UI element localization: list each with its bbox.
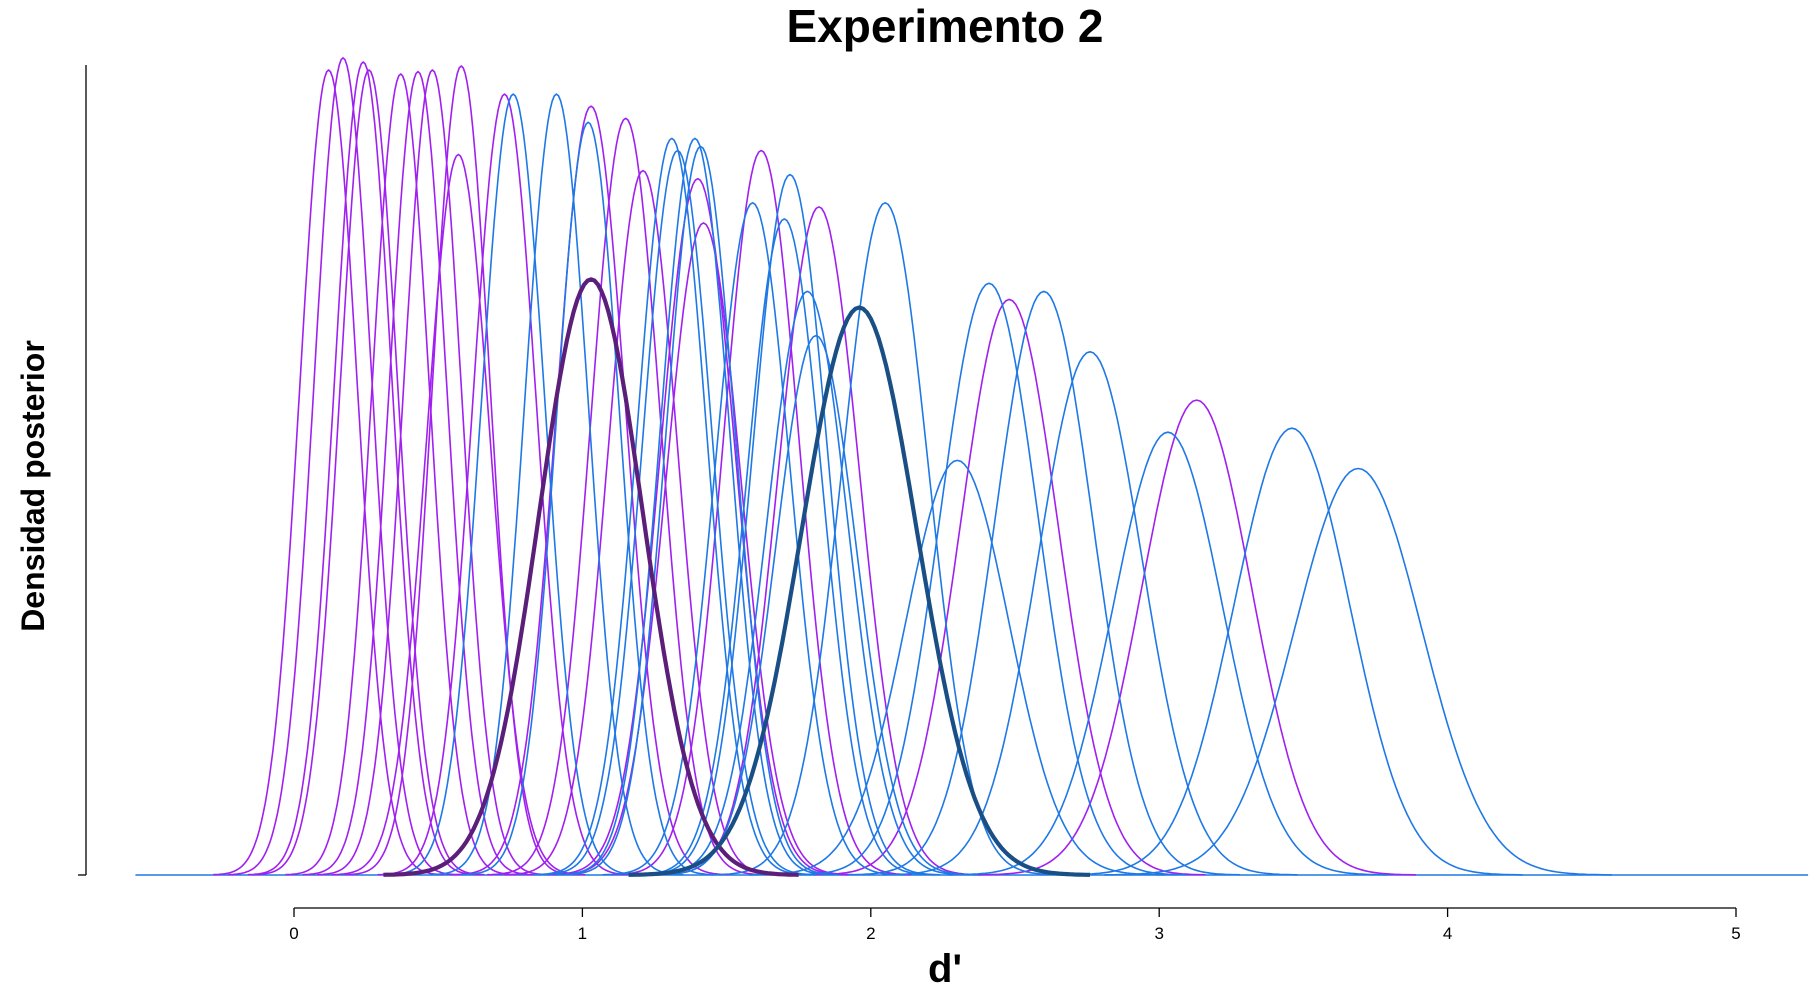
series-line-a-17	[813, 298, 1206, 876]
series-line-a-16	[657, 206, 981, 876]
series-line-b-20	[429, 93, 684, 876]
series-line-b-35	[882, 351, 1298, 876]
series-line-b-27	[640, 173, 941, 876]
series-line-b-23	[539, 149, 817, 876]
x-tick-label: 3	[1154, 924, 1163, 943]
x-tick-label: 5	[1731, 924, 1740, 943]
series-line-b-30	[654, 334, 978, 876]
x-tick-label: 0	[289, 924, 298, 943]
series-line-a-14	[553, 222, 854, 876]
x-tick-label: 2	[866, 924, 875, 943]
series-line-b-36	[948, 431, 1388, 876]
series-line-b-25	[562, 145, 840, 876]
series-line-a-11	[487, 117, 765, 876]
x-axis-label: d'	[928, 947, 962, 983]
series-line-a-13	[547, 177, 848, 876]
series-line-b-38	[1104, 467, 1613, 876]
x-tick-label: 1	[578, 924, 587, 943]
curves-layer	[135, 57, 1809, 877]
series-line-a-10	[452, 105, 730, 876]
series-line-a-8	[331, 153, 586, 876]
series-line-a-3	[253, 69, 485, 876]
series-line-a-18	[977, 399, 1416, 876]
series-line-a-6	[317, 69, 548, 876]
y-axis-label: Densidad posterior	[15, 340, 51, 632]
series-line-b-28	[634, 218, 935, 876]
series-line-b-26	[602, 202, 903, 876]
series-line-a-9	[377, 93, 632, 876]
series-line-b-21	[461, 121, 716, 876]
series-line-b-34	[847, 290, 1241, 876]
series-line-b-22	[533, 137, 811, 876]
series-line-mean-b_mean	[628, 305, 1090, 877]
x-tick-label: 4	[1443, 924, 1452, 943]
series-line-b-37	[1061, 427, 1523, 876]
series-line-a-15	[611, 149, 912, 876]
series-line-a-12	[504, 169, 782, 876]
series-line-a-2	[247, 61, 479, 876]
series-line-b-29	[645, 290, 969, 876]
series-line-b-19	[386, 93, 641, 876]
series-line-b-31	[712, 202, 1059, 876]
x-axis: 0 1 2 3 4 5	[289, 907, 1741, 943]
series-line-a-4	[285, 73, 517, 876]
series-line-b-24	[556, 137, 834, 876]
series-line-b-32	[749, 459, 1166, 876]
series-line-a-0	[213, 69, 445, 876]
series-line-a-5	[302, 70, 534, 876]
series-line-mean-a_mean	[383, 277, 799, 877]
series-line-b-33	[792, 282, 1186, 876]
series-line-a-7	[345, 65, 577, 876]
chart-title: Experimento 2	[787, 0, 1104, 52]
